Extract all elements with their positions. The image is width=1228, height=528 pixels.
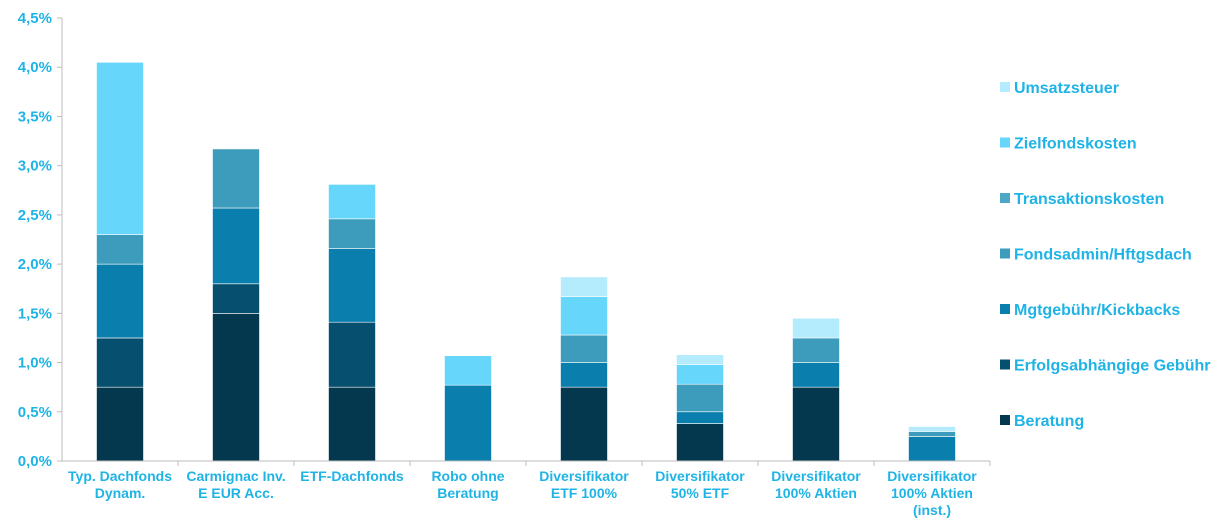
y-tick-label: 0,5% bbox=[18, 404, 52, 421]
y-tick-label: 3,5% bbox=[18, 108, 52, 125]
bar-segment bbox=[212, 313, 260, 462]
y-tick-label: 4,5% bbox=[18, 10, 52, 27]
y-tick-label: 4,0% bbox=[18, 59, 52, 76]
bar-segment bbox=[676, 383, 724, 413]
y-tick-label: 2,0% bbox=[18, 256, 52, 273]
x-tick-label: Typ. Dachfonds Dynam. bbox=[68, 468, 172, 501]
bar-segment bbox=[96, 61, 144, 235]
y-tick-label: 2,5% bbox=[18, 207, 52, 224]
bar-segment bbox=[328, 386, 376, 462]
legend-label: Fondsadmin/Hftgsdach bbox=[1014, 247, 1192, 264]
y-axis: 0,0% 0,5% 1,0% 1,5% 2,0% 2,5% 3,0% 3,5% 4,0% 4,5% bbox=[18, 10, 63, 470]
bar-segment bbox=[96, 263, 144, 339]
x-tick-label: Robo ohne Beratung bbox=[431, 468, 504, 501]
bar-segment bbox=[560, 362, 608, 388]
bars bbox=[96, 61, 956, 462]
legend-swatch bbox=[1000, 248, 1010, 259]
bar-segment bbox=[792, 362, 840, 388]
bar-segment bbox=[444, 384, 492, 462]
bar-segment bbox=[560, 276, 608, 297]
x-tick-label: ETF-Dachfonds bbox=[300, 468, 404, 484]
x-tick-label: Diversifikator ETF 100% bbox=[539, 468, 629, 501]
bar-segment bbox=[212, 207, 260, 285]
bar-segment bbox=[560, 296, 608, 336]
legend-label: Erfolgsabhängige Gebühr bbox=[1014, 358, 1210, 375]
legend-label: Transaktionskosten bbox=[1014, 191, 1164, 208]
legend-swatch bbox=[1000, 304, 1010, 314]
legend-swatch bbox=[1000, 82, 1010, 92]
legend-label: Mgtgebühr/Kickbacks bbox=[1014, 302, 1180, 319]
bar-segment bbox=[908, 426, 956, 432]
x-tick-label: Carmignac Inv. E EUR Acc. bbox=[186, 468, 285, 501]
bar-segment bbox=[444, 355, 492, 386]
bar-segment bbox=[328, 248, 376, 323]
y-tick-label: 1,0% bbox=[18, 355, 52, 372]
y-tick-label: 3,0% bbox=[18, 158, 52, 175]
legend-swatch bbox=[1000, 137, 1010, 148]
bar-segment bbox=[676, 364, 724, 385]
bar-segment bbox=[560, 334, 608, 363]
bar-segment bbox=[792, 317, 840, 339]
bar-segment bbox=[96, 234, 144, 265]
legend-swatch bbox=[1000, 193, 1010, 203]
x-axis: Typ. Dachfonds Dynam. Carmignac Inv. E EUR … bbox=[62, 460, 991, 518]
bar-segment bbox=[908, 431, 956, 437]
bar-segment bbox=[328, 321, 376, 388]
bar-segment bbox=[212, 283, 260, 314]
x-tick-label: Diversifikator 100% Aktien (inst.) bbox=[887, 468, 977, 518]
legend: Umsatzsteuer Zielfondskosten Transaktionsk… bbox=[1000, 80, 1210, 430]
bar-segment bbox=[328, 218, 376, 249]
bar-segment bbox=[560, 386, 608, 462]
bar-segment bbox=[676, 354, 724, 365]
x-tick-label: Diversifikator 100% Aktien bbox=[771, 468, 861, 501]
bar-segment bbox=[676, 423, 724, 462]
legend-label: Beratung bbox=[1014, 413, 1084, 430]
legend-swatch bbox=[1000, 415, 1010, 425]
x-tick-label: Diversifikator 50% ETF bbox=[655, 468, 745, 501]
legend-swatch bbox=[1000, 359, 1010, 370]
legend-label: Umsatzsteuer bbox=[1014, 80, 1119, 97]
y-tick-label: 0,0% bbox=[18, 453, 52, 470]
bar-segment bbox=[96, 337, 144, 388]
bar-segment bbox=[96, 386, 144, 462]
bar-segment bbox=[676, 411, 724, 424]
y-tick-label: 1,5% bbox=[18, 305, 52, 322]
bar-segment bbox=[328, 184, 376, 220]
bar-segment bbox=[792, 337, 840, 363]
legend-label: Zielfondskosten bbox=[1014, 136, 1137, 153]
bar-segment bbox=[212, 148, 260, 209]
bar-segment bbox=[908, 436, 956, 462]
bar-segment bbox=[792, 386, 840, 462]
